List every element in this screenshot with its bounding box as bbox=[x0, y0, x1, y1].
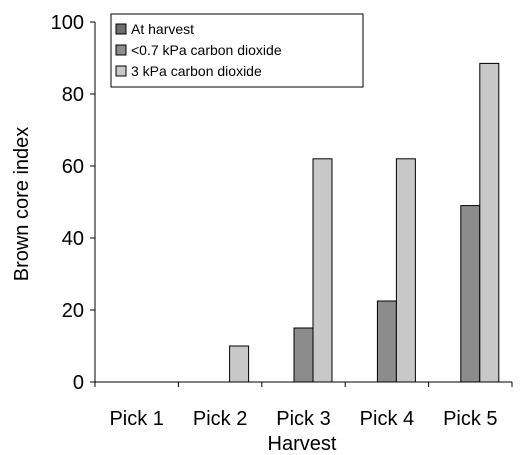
x-ticks: Pick 1 Pick 2 Pick 3 Pick 4 Pick 5 bbox=[94, 382, 513, 430]
legend-label: <0.7 kPa carbon dioxide bbox=[131, 42, 282, 58]
x-tick-label: Pick 3 bbox=[276, 408, 330, 430]
bar-pick-5-series-2 bbox=[460, 205, 481, 383]
y-axis-title: Brown core index bbox=[11, 127, 33, 282]
legend-swatch bbox=[115, 23, 127, 35]
bar-pick-3-series-3 bbox=[312, 158, 333, 383]
y-tick-label: 40 bbox=[62, 228, 84, 250]
y-tick-label: 100 bbox=[51, 12, 84, 34]
y-tick-label: 0 bbox=[73, 372, 84, 394]
y-tick-label: 60 bbox=[62, 156, 84, 178]
legend-swatch bbox=[115, 65, 127, 77]
bars bbox=[229, 62, 500, 383]
x-tick-label: Pick 2 bbox=[193, 408, 247, 430]
legend-label: 3 kPa carbon dioxide bbox=[131, 63, 262, 79]
y-tick-label: 20 bbox=[62, 300, 84, 322]
y-tick-label: 80 bbox=[62, 84, 84, 106]
x-tick-label: Pick 4 bbox=[360, 408, 414, 430]
legend: At harvest <0.7 kPa carbon dioxide 3 kPa c… bbox=[110, 13, 364, 88]
x-tick-label: Pick 5 bbox=[443, 408, 497, 430]
x-tick-label: Pick 1 bbox=[109, 408, 163, 430]
bar-pick-3-series-2 bbox=[293, 327, 314, 383]
bar-pick-4-series-3 bbox=[395, 158, 416, 383]
legend-box bbox=[110, 13, 364, 88]
bar-pick-5-series-3 bbox=[479, 62, 500, 383]
y-ticks: 0 20 40 60 80 100 bbox=[51, 12, 95, 394]
bar-pick-4-series-2 bbox=[376, 300, 397, 383]
legend-swatch bbox=[115, 44, 127, 56]
legend-label: At harvest bbox=[131, 21, 194, 37]
bar-pick-2-series-3 bbox=[229, 345, 250, 383]
axes bbox=[94, 22, 512, 383]
x-axis-title: Harvest bbox=[268, 433, 337, 455]
